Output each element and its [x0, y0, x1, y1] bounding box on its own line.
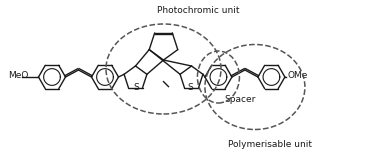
- Text: MeO: MeO: [8, 71, 28, 80]
- Text: Spacer: Spacer: [225, 95, 256, 104]
- Text: S: S: [134, 83, 140, 92]
- Text: Photochromic unit: Photochromic unit: [157, 6, 240, 15]
- Text: OMe: OMe: [288, 71, 308, 80]
- Text: Polymerisable unit: Polymerisable unit: [228, 140, 312, 149]
- Text: S: S: [188, 83, 193, 92]
